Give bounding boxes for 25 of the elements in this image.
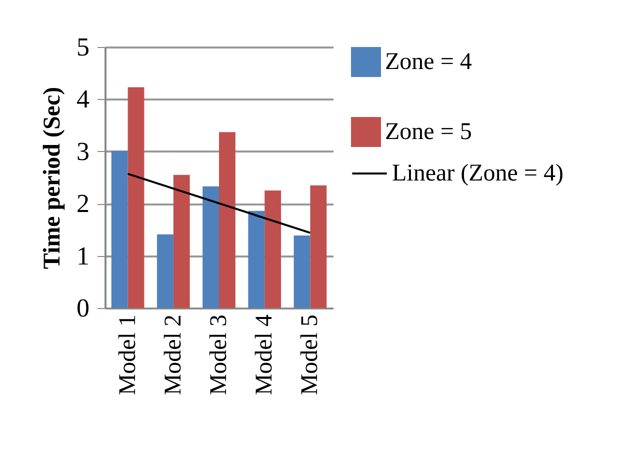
y-tick-label: 3	[76, 136, 90, 166]
bar	[173, 174, 190, 308]
bar	[156, 234, 174, 308]
bar	[310, 185, 327, 308]
bar	[248, 210, 265, 308]
y-tick-label: 2	[76, 189, 90, 218]
x-tick-label: Model 1	[114, 314, 141, 396]
bar	[128, 87, 144, 308]
legend-label: Zone = 4	[385, 49, 472, 75]
y-tick-label: 0	[76, 294, 90, 322]
y-axis-title: Time period (Sec)	[40, 86, 66, 270]
bar	[219, 132, 236, 308]
y-tick-label: 5	[76, 32, 90, 62]
x-tick-label: Model 2	[160, 314, 186, 396]
bar	[264, 190, 282, 308]
legend-label: Zone = 5	[385, 119, 472, 145]
y-tick-label: 1	[76, 241, 90, 270]
bar	[294, 235, 310, 308]
legend-label: Linear (Zone = 4)	[392, 160, 564, 186]
bar	[202, 186, 219, 308]
x-tick-label: Model 3	[206, 314, 232, 396]
x-tick-label: Model 5	[297, 314, 324, 396]
y-tick-label: 4	[76, 84, 90, 114]
x-tick-label: Model 4	[252, 314, 278, 396]
bar	[111, 150, 128, 308]
